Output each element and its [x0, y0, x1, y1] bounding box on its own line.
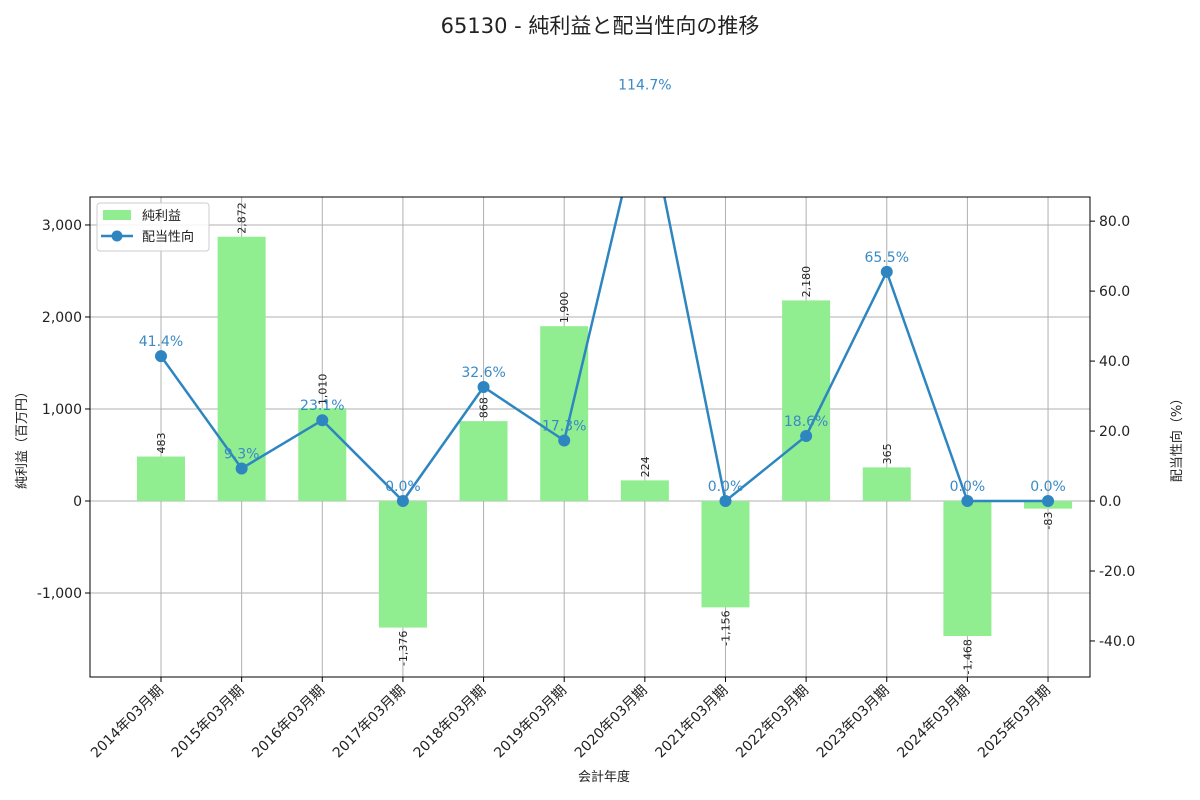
bar-value-label: 1,010	[316, 374, 329, 406]
chart-title: 65130 - 純利益と配当性向の推移	[441, 14, 760, 38]
x-axis: 2014年03月期 2015年03月期 2016年03月期 2017年03月期 2018…	[88, 677, 1054, 761]
payout-ratio-label: 65.5%	[865, 250, 909, 266]
bar	[943, 500, 992, 637]
payout-ratio-label: 0.0%	[1030, 479, 1066, 495]
bar-value-label: 224	[639, 456, 652, 477]
line-marker	[396, 495, 409, 508]
x-tick-label: 2022年03月期	[733, 683, 812, 762]
x-tick-label: 2020年03月期	[572, 683, 651, 762]
legend-line-marker	[111, 230, 123, 242]
bar-value-label: 2,180	[800, 266, 813, 298]
payout-ratio-label: 9.3%	[224, 446, 260, 462]
bar	[378, 500, 427, 628]
payout-ratio-labels: 41.4% 9.3% 23.1% 0.0% 32.6% 17.3% 114.7% 0.0% 18…	[139, 78, 1066, 495]
bar	[862, 467, 911, 501]
bar-value-label: -1,376	[397, 631, 410, 666]
x-tick-label: 2016年03月期	[249, 683, 328, 762]
legend-bar-swatch	[103, 210, 131, 220]
svg-text:-20.0: -20.0	[1099, 564, 1135, 580]
svg-text:-40.0: -40.0	[1099, 634, 1135, 650]
payout-ratio-label: 32.6%	[461, 365, 505, 381]
line-marker	[1042, 495, 1055, 508]
bar-value-label: 483	[155, 433, 168, 454]
left-y-axis: -1,000 0 1,000 2,000 3,000	[37, 218, 90, 602]
bar	[701, 500, 750, 608]
line-marker	[961, 495, 974, 508]
payout-ratio-line	[155, 197, 1055, 508]
line-marker	[558, 434, 571, 447]
svg-text:0.0: 0.0	[1099, 494, 1121, 510]
payout-ratio-label: 18.6%	[784, 414, 828, 430]
payout-ratio-label: 0.0%	[385, 479, 421, 495]
bar	[620, 480, 669, 501]
x-tick-label: 2014年03月期	[88, 683, 167, 762]
line-marker	[880, 265, 893, 278]
bar-value-label: -1,468	[961, 639, 974, 674]
x-tick-label: 2025年03月期	[975, 683, 1054, 762]
line-marker	[800, 429, 813, 442]
legend: 純利益 配当性向	[96, 202, 210, 252]
svg-text:-1,000: -1,000	[37, 586, 82, 602]
line-marker	[235, 462, 248, 475]
svg-text:3,000: 3,000	[42, 218, 82, 234]
y-axis-label: 純利益（百万円）	[15, 385, 30, 489]
svg-text:1,000: 1,000	[42, 402, 82, 418]
payout-ratio-label: 0.0%	[708, 479, 744, 495]
right-y-axis: -40.0 -20.0 0.0 20.0 40.0 60.0 80.0	[1090, 214, 1135, 650]
line-marker	[477, 380, 490, 393]
x-tick-label: 2021年03月期	[652, 683, 731, 762]
x-tick-label: 2024年03月期	[894, 683, 973, 762]
net-income-bars	[137, 236, 1073, 637]
svg-text:20.0: 20.0	[1099, 424, 1130, 440]
line-marker	[719, 495, 732, 508]
legend-payout-ratio: 配当性向	[142, 229, 194, 245]
payout-ratio-label: 0.0%	[950, 479, 986, 495]
x-tick-label: 2019年03月期	[491, 683, 570, 762]
bar-value-label: -1,156	[719, 610, 732, 645]
bar-value-label: -83	[1042, 512, 1055, 530]
svg-text:80.0: 80.0	[1099, 214, 1130, 230]
line-marker	[155, 350, 167, 363]
payout-ratio-label: 23.1%	[300, 398, 344, 414]
x-tick-label: 2023年03月期	[814, 683, 893, 762]
svg-text:2,000: 2,000	[42, 310, 82, 326]
bar-value-label: 1,900	[558, 292, 571, 324]
svg-text:60.0: 60.0	[1099, 284, 1130, 300]
bar-value-label: 2,872	[236, 202, 249, 234]
bar	[217, 236, 266, 501]
payout-ratio-label: 17.3%	[542, 418, 586, 434]
legend-net-income: 純利益	[142, 209, 181, 224]
svg-text:40.0: 40.0	[1099, 354, 1130, 370]
bar-value-label: 868	[478, 397, 491, 418]
x-tick-label: 2018年03月期	[411, 683, 490, 762]
bar	[540, 326, 589, 501]
payout-ratio-label: 41.4%	[139, 334, 183, 350]
line-marker	[316, 414, 329, 427]
payout-ratio-label: 114.7%	[618, 78, 671, 94]
svg-text:0: 0	[73, 494, 82, 510]
bar	[459, 421, 508, 501]
y2-axis-label: 配当性向（%）	[1169, 392, 1185, 482]
plot-frame	[89, 196, 1091, 678]
x-tick-label: 2015年03月期	[169, 683, 248, 762]
bar-value-labels: 483 2,872 1,010 -1,376 868 1,900 224 -1,156 2,18…	[155, 202, 1055, 674]
bar-value-label: 365	[881, 443, 894, 464]
x-tick-label: 2017年03月期	[330, 683, 409, 762]
bar	[137, 456, 185, 501]
x-axis-label: 会計年度	[578, 769, 630, 785]
